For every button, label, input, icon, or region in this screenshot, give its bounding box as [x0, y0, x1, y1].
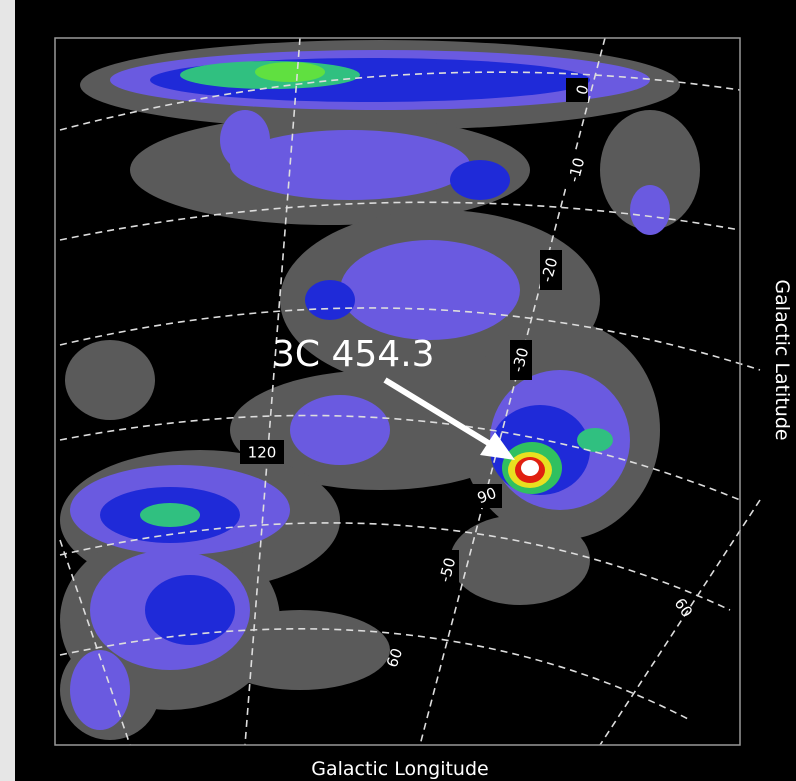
- grid-label: 60: [383, 646, 406, 670]
- source-arrow: [383, 377, 515, 460]
- grid-label: 90: [475, 484, 499, 507]
- grid-label: -10: [565, 156, 589, 184]
- source-label: 3C 454.3: [272, 334, 435, 375]
- grid-label: -50: [436, 556, 460, 584]
- grid-label: 0: [573, 83, 593, 97]
- grid-label: -20: [538, 256, 562, 284]
- x-axis-label: Galactic Longitude: [311, 758, 488, 780]
- grid-labels: 0 -10 -20 -30 -50 60 120 90 60: [240, 78, 696, 670]
- grid-label: 120: [248, 444, 277, 462]
- grid-label: -30: [509, 346, 533, 374]
- map-frame: [54, 37, 741, 746]
- y-axis-label: Galactic Latitude: [771, 279, 793, 440]
